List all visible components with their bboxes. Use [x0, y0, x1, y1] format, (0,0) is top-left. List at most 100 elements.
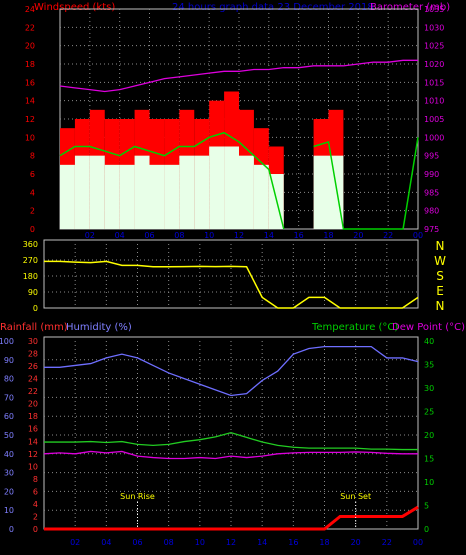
average-bar — [134, 155, 150, 229]
temperature-tick-label: 10 — [424, 478, 434, 487]
average-bar — [164, 164, 180, 229]
temperature-tick-label: 30 — [424, 384, 434, 393]
wind-tick-label: 14 — [25, 97, 35, 106]
x-tick-label: 06 — [132, 538, 142, 547]
smoothed-line-seg-0 — [59, 131, 285, 230]
rain-tick-label: 12 — [28, 450, 38, 459]
barometer-line — [59, 59, 418, 93]
rainfall-line — [44, 505, 419, 531]
x-tick-label: 10 — [204, 231, 214, 240]
x-tick-label: 18 — [323, 231, 333, 240]
sun-annotations: Sun Rise Sun Set — [120, 492, 371, 529]
x-tick-label: 06 — [144, 231, 154, 240]
wind-tick-label: 18 — [25, 60, 35, 69]
x-tick-label: 02 — [85, 231, 95, 240]
x-tick-label: 16 — [294, 231, 304, 240]
temperature-tick-label: 5 — [424, 502, 429, 511]
smoothed-line-seg-1 — [313, 137, 419, 230]
wind-axis-title: Windspeed (kts) — [34, 2, 115, 13]
x-tick-label: 04 — [101, 538, 111, 547]
compass-letter: E — [436, 284, 444, 298]
x-tick-label: 22 — [383, 231, 393, 240]
dewpoint-line — [43, 450, 418, 460]
humidity-tick-label: 60 — [4, 412, 14, 421]
average-bar — [313, 155, 329, 229]
humidity-y-ticks: 0 10 20 30 40 50 60 70 80 90 100 — [0, 337, 14, 534]
x-tick-label: 10 — [195, 538, 205, 547]
compass-letter: N — [436, 299, 445, 313]
rain-tick-label: 28 — [28, 350, 38, 359]
x-tick-label: 04 — [115, 231, 125, 240]
average-bar — [253, 164, 269, 229]
average-bar — [209, 146, 225, 229]
direction-y-ticks: 0 90 180 270 360 — [23, 240, 38, 313]
humidity-line — [44, 345, 419, 397]
wind-tick-label: 0 — [30, 225, 35, 234]
rain-tick-label: 24 — [28, 375, 38, 384]
sunrise-label: Sun Rise — [120, 492, 155, 501]
temperature-line — [44, 431, 418, 451]
direction-series — [44, 260, 419, 309]
temp-grid — [44, 341, 418, 529]
sunset-label: Sun Set — [340, 492, 371, 501]
rain-tick-label: 6 — [33, 487, 38, 496]
average-bar — [74, 155, 90, 229]
x-tick-label: 16 — [288, 538, 298, 547]
x-tick-label: 08 — [174, 231, 184, 240]
humidity-tick-label: 50 — [4, 431, 14, 440]
humidity-tick-label: 100 — [0, 337, 14, 346]
average-bar — [179, 155, 195, 229]
rain-tick-label: 8 — [33, 475, 38, 484]
average-bar — [239, 155, 254, 229]
rain-tick-label: 18 — [28, 412, 38, 421]
average-bar — [149, 164, 165, 229]
rain-tick-label: 22 — [28, 387, 38, 396]
direction-panel-frame — [43, 239, 419, 309]
barometer-tick-label: 1000 — [424, 133, 444, 142]
rain-tick-label: 2 — [33, 512, 38, 521]
barometer-tick-label: 1020 — [424, 60, 444, 69]
barometer-tick-label: 1005 — [424, 115, 444, 124]
compass-letter: N — [436, 239, 445, 253]
wind-tick-label: 10 — [25, 133, 35, 142]
humidity-tick-label: 40 — [4, 450, 14, 459]
wind-tick-label: 4 — [30, 188, 35, 197]
wind-tick-label: 8 — [30, 152, 35, 161]
wind-tick-label: 22 — [25, 23, 35, 32]
humidity-axis-title: Humidity (%) — [66, 322, 132, 333]
average-bar — [104, 164, 120, 229]
rain-tick-label: 10 — [28, 462, 38, 471]
wind-tick-label: 12 — [25, 115, 35, 124]
direction-line — [44, 260, 419, 309]
temp-series — [43, 345, 419, 531]
humidity-tick-label: 10 — [4, 506, 14, 515]
wind-tick-label: 2 — [30, 207, 35, 216]
barometer-tick-label: 985 — [424, 188, 439, 197]
x-tick-label: 20 — [351, 538, 361, 547]
direction-grid — [44, 244, 418, 308]
barometer-tick-label: 1010 — [424, 97, 444, 106]
x-tick-label: 20 — [353, 231, 363, 240]
temperature-tick-label: 40 — [424, 337, 434, 346]
rain-tick-label: 30 — [28, 337, 38, 346]
wind-tick-label: 20 — [25, 42, 35, 51]
x-tick-label: 12 — [234, 231, 244, 240]
wind-tick-label: 16 — [25, 78, 35, 87]
average-bar — [89, 155, 105, 229]
x-tick-label: 08 — [164, 538, 174, 547]
wind-series — [59, 59, 419, 230]
temperature-tick-label: 25 — [424, 408, 434, 417]
wind-x-ticks: 02 04 06 08 10 12 14 16 18 20 22 00 — [85, 231, 423, 240]
rain-tick-label: 26 — [28, 362, 38, 371]
temperature-tick-label: 20 — [424, 431, 434, 440]
humidity-tick-label: 0 — [9, 525, 14, 534]
x-tick-label: 00 — [413, 538, 423, 547]
humidity-tick-label: 30 — [4, 469, 14, 478]
x-tick-label: 18 — [319, 538, 329, 547]
humidity-tick-label: 20 — [4, 487, 14, 496]
direction-tick-label: 180 — [23, 272, 38, 281]
x-tick-label: 12 — [226, 538, 236, 547]
